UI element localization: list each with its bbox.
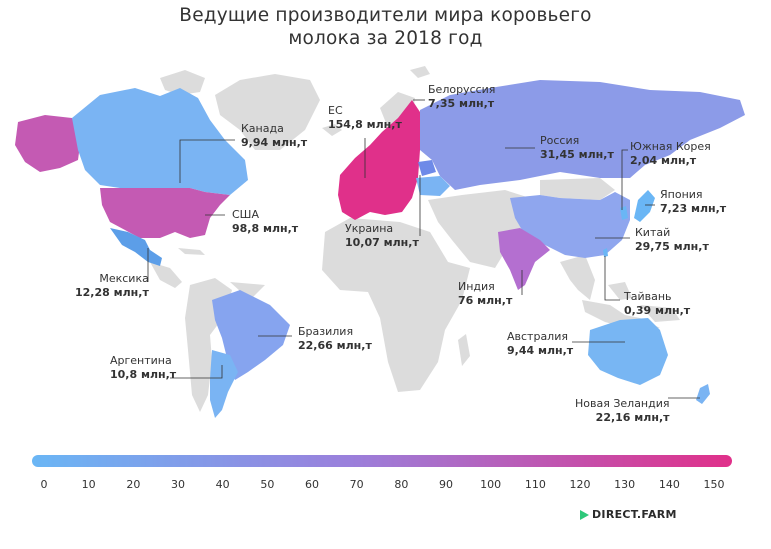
label-japan-value: 7,23 млн,т: [660, 202, 727, 215]
label-russia-name: Россия: [540, 134, 580, 147]
label-australia-name: Австралия: [507, 330, 568, 343]
label-brazil-name: Бразилия: [298, 325, 354, 338]
label-usa-name: США: [232, 208, 259, 221]
title-line-2: молока за 2018 год: [288, 28, 483, 49]
scale-tick-label: 140: [658, 478, 680, 491]
country-taiwan: [603, 248, 608, 257]
country-japan: [634, 190, 655, 222]
color-scale-bar: [32, 455, 732, 467]
country-mexico: [110, 228, 162, 266]
label-taiwan-value: 0,39 млн,т: [624, 304, 691, 317]
brand-logo-text: DIRECT.FARM: [592, 508, 677, 521]
label-canada-value: 9,94 млн,т: [241, 136, 308, 149]
country-canada: [72, 88, 248, 195]
country-brazil: [212, 290, 290, 380]
label-russia-value: 31,45 млн,т: [540, 148, 614, 161]
country-argentina: [210, 350, 238, 418]
scale-tick-label: 110: [524, 478, 546, 491]
scale-tick-label: 90: [439, 478, 453, 491]
label-argentina-name: Аргентина: [110, 354, 172, 367]
scale-tick-label: 50: [260, 478, 275, 491]
label-india-name: Индия: [458, 280, 495, 293]
label-mexico-name: Мексика: [99, 272, 149, 285]
label-taiwan: Тайвань 0,39 млн,т: [624, 290, 690, 318]
scale-tick-label: 10: [81, 478, 96, 491]
label-india-value: 76 млн,т: [458, 294, 513, 307]
label-brazil-value: 22,66 млн,т: [298, 339, 372, 352]
label-south-korea-name: Южная Корея: [630, 140, 711, 153]
label-new-zealand-value: 22,16 млн,т: [595, 411, 670, 424]
label-india: Индия 76 млн,т: [458, 280, 512, 308]
country-india: [498, 228, 550, 290]
scale-tick-label: 150: [703, 478, 725, 491]
label-belarus: Белоруссия 7,35 млн,т: [428, 83, 495, 111]
label-japan: Япония 7,23 млн,т: [660, 188, 726, 216]
scale-tick-label: 20: [126, 478, 141, 491]
label-south-korea-value: 2,04 млн,т: [630, 154, 697, 167]
scale-tick-label: 60: [305, 478, 319, 491]
label-argentina-value: 10,8 млн,т: [110, 368, 177, 381]
country-usa: [100, 188, 230, 238]
country-australia: [588, 318, 668, 385]
label-china: Китай 29,75 млн,т: [635, 226, 709, 254]
scale-tick-label: 130: [614, 478, 636, 491]
scale-tick-label: 40: [215, 478, 230, 491]
label-russia: Россия 31,45 млн,т: [540, 134, 614, 162]
label-brazil: Бразилия 22,66 млн,т: [298, 325, 372, 353]
leader-lines: [147, 99, 700, 399]
brand-arrow-icon: [580, 510, 589, 520]
label-eu-value: 154,8 млн,т: [328, 118, 402, 131]
country-usa-alaska: [15, 115, 82, 172]
label-china-name: Китай: [635, 226, 671, 239]
country-eu: [338, 100, 420, 220]
scale-tick-label: 80: [394, 478, 409, 491]
country-new-zealand: [696, 384, 710, 404]
scale-tick-label: 30: [171, 478, 185, 491]
chart-title: Ведущие производители мира коровьего мол…: [0, 4, 771, 50]
label-belarus-name: Белоруссия: [428, 83, 496, 96]
label-china-value: 29,75 млн,т: [635, 240, 709, 253]
label-mexico-value: 12,28 млн,т: [75, 286, 149, 299]
scale-tick-label: 100: [480, 478, 502, 491]
label-ukraine-value: 10,07 млн,т: [345, 236, 419, 249]
label-usa-value: 98,8 млн,т: [232, 222, 299, 235]
label-australia-value: 9,44 млн,т: [507, 344, 574, 357]
label-belarus-value: 7,35 млн,т: [428, 97, 495, 110]
label-australia: Австралия 9,44 млн,т: [507, 330, 573, 358]
label-canada-name: Канада: [241, 122, 284, 135]
country-ukraine: [416, 176, 450, 196]
label-taiwan-name: Тайвань: [624, 290, 672, 303]
label-mexico: Мексика 12,28 млн,т: [75, 272, 149, 300]
label-argentina: Аргентина 10,8 млн,т: [110, 354, 176, 382]
label-new-zealand-name: Новая Зеландия: [575, 397, 670, 410]
scale-tick-label: 120: [569, 478, 591, 491]
scale-tick-label: 0: [40, 478, 48, 491]
label-eu-name: ЕС: [328, 104, 343, 117]
scale-tick-label: 70: [349, 478, 364, 491]
label-japan-name: Япония: [660, 188, 703, 201]
label-ukraine-name: Украина: [345, 222, 394, 235]
country-russia: [420, 80, 745, 190]
label-usa: США 98,8 млн,т: [232, 208, 298, 236]
label-canada: Канада 9,94 млн,т: [241, 122, 307, 150]
label-ukraine: Украина 10,07 млн,т: [345, 222, 419, 250]
country-belarus: [418, 160, 436, 176]
label-new-zealand: Новая Зеландия 22,16 млн,т: [575, 397, 670, 425]
title-line-1: Ведущие производители мира коровьего: [179, 5, 592, 26]
label-eu: ЕС 154,8 млн,т: [328, 104, 402, 132]
label-south-korea: Южная Корея 2,04 млн,т: [630, 140, 711, 168]
